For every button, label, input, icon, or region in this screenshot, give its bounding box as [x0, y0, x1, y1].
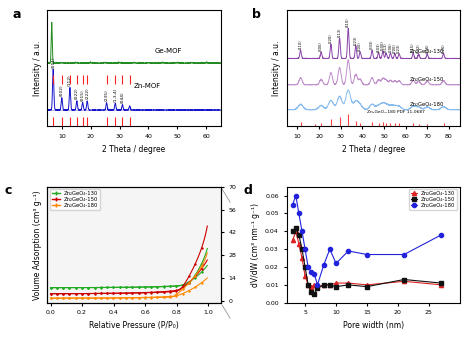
- Text: (044): (044): [120, 92, 125, 103]
- Zn₂GeO₄-180: [302, 247, 308, 251]
- Y-axis label: dV/dW (cm³ nm⁻¹ g⁻¹): dV/dW (cm³ nm⁻¹ g⁻¹): [251, 203, 260, 287]
- Zn₂GeO₄-130: [327, 283, 333, 287]
- Text: (513): (513): [384, 43, 388, 52]
- Text: (300): (300): [319, 41, 323, 51]
- Zn₂GeO₄-150: [333, 284, 339, 289]
- X-axis label: Pore width (nm): Pore width (nm): [343, 321, 404, 330]
- Zn₂GeO₄-130: [311, 283, 317, 287]
- Zn₂GeO₄-150: [302, 265, 308, 269]
- Text: Zn-MOF: Zn-MOF: [134, 83, 161, 89]
- X-axis label: 2 Theta / degree: 2 Theta / degree: [342, 144, 405, 153]
- Text: (011): (011): [51, 56, 55, 68]
- Zn₂GeO₄-130: [438, 283, 444, 287]
- Text: (1,3,4): (1,3,4): [113, 88, 117, 102]
- Zn₂GeO₄-130: [364, 283, 370, 287]
- Text: Zn₂GeO₄-180: Zn₂GeO₄-180: [410, 102, 444, 107]
- Zn₂GeO₄-180: [299, 229, 305, 233]
- Zn₂GeO₄-180: [364, 252, 370, 257]
- Zn₂GeO₄-130: [346, 281, 351, 285]
- Text: (110): (110): [299, 40, 302, 49]
- X-axis label: 2 Theta / degree: 2 Theta / degree: [102, 144, 165, 153]
- Y-axis label: Volume Adsorption (cm³ g⁻¹): Volume Adsorption (cm³ g⁻¹): [33, 190, 42, 300]
- Text: (206): (206): [389, 43, 392, 52]
- Text: Zn₂GeO₄-180 PDF 11-0687: Zn₂GeO₄-180 PDF 11-0687: [367, 110, 425, 115]
- Zn₂GeO₄-130: [296, 242, 302, 246]
- Zn₂GeO₄-180: [346, 249, 351, 253]
- Zn₂GeO₄-180: [327, 247, 333, 251]
- Text: c: c: [4, 184, 11, 197]
- Zn₂GeO₄-180: [311, 272, 317, 276]
- X-axis label: Relative Pressure (P/P₀): Relative Pressure (P/P₀): [89, 321, 179, 330]
- Y-axis label: Intensity / a.u.: Intensity / a.u.: [272, 41, 281, 96]
- Text: (113): (113): [337, 28, 342, 37]
- Zn₂GeO₄-150: [364, 284, 370, 289]
- Zn₂GeO₄-130: [321, 283, 327, 287]
- Text: (220): (220): [329, 34, 333, 43]
- Text: (235): (235): [105, 89, 109, 101]
- Zn₂GeO₄-180: [296, 212, 302, 216]
- Text: (403): (403): [376, 42, 381, 52]
- Zn₂GeO₄-180: [293, 194, 299, 198]
- Zn₂GeO₄-150: [438, 281, 444, 285]
- Zn₂GeO₄-150: [346, 283, 351, 287]
- Zn₂GeO₄-180: [315, 283, 320, 287]
- Text: (410): (410): [346, 18, 350, 28]
- Zn₂GeO₄-150: [293, 226, 299, 230]
- Zn₂GeO₄-150: [305, 283, 311, 287]
- Text: (715): (715): [411, 43, 415, 52]
- Text: (022): (022): [75, 88, 79, 99]
- Zn₂GeO₄-150: [327, 283, 333, 287]
- Zn₂GeO₄-150: [309, 290, 314, 294]
- Text: (700): (700): [393, 43, 397, 53]
- Zn₂GeO₄-180: [309, 270, 314, 275]
- Zn₂GeO₄-130: [309, 284, 314, 289]
- Zn₂GeO₄-180: [438, 233, 444, 237]
- Line: Zn₂GeO₄-130: Zn₂GeO₄-130: [291, 229, 443, 289]
- Zn₂GeO₄-180: [401, 252, 407, 257]
- Zn₂GeO₄-130: [290, 238, 296, 242]
- Zn₂GeO₄-130: [333, 281, 339, 285]
- Zn₂GeO₄-130: [299, 256, 305, 260]
- Zn₂GeO₄-130: [293, 229, 299, 233]
- Zn₂GeO₄-130: [315, 284, 320, 289]
- Zn₂GeO₄-150: [299, 247, 305, 251]
- Text: (002): (002): [60, 85, 64, 96]
- Legend: Zn₂GeO₄-130, Zn₂GeO₄-150, Zn₂GeO₄-180: Zn₂GeO₄-130, Zn₂GeO₄-150, Zn₂GeO₄-180: [409, 189, 457, 209]
- Text: Zn₂GeO₄-150: Zn₂GeO₄-150: [410, 77, 444, 82]
- Zn₂GeO₄-180: [321, 263, 327, 267]
- Y-axis label: Intensity / a.u.: Intensity / a.u.: [33, 41, 42, 96]
- Zn₂GeO₄-150: [315, 286, 320, 290]
- Text: Ge-MOF: Ge-MOF: [154, 48, 182, 54]
- Text: (015): (015): [81, 89, 85, 101]
- Text: (333): (333): [370, 40, 374, 49]
- Text: (532): (532): [417, 44, 420, 53]
- Text: (526): (526): [442, 43, 446, 53]
- Text: (223): (223): [354, 35, 358, 45]
- Line: Zn₂GeO₄-180: Zn₂GeO₄-180: [291, 194, 443, 287]
- Text: b: b: [252, 8, 261, 21]
- Zn₂GeO₄-150: [401, 278, 407, 282]
- Zn₂GeO₄-130: [302, 274, 308, 278]
- Text: (223): (223): [397, 43, 401, 53]
- Zn₂GeO₄-150: [296, 233, 302, 237]
- Text: d: d: [243, 184, 252, 197]
- Text: Zn₂GeO₄-130: Zn₂GeO₄-130: [410, 49, 444, 54]
- Text: (112): (112): [68, 74, 72, 86]
- Zn₂GeO₄-150: [290, 229, 296, 233]
- Text: (400): (400): [358, 41, 362, 51]
- Zn₂GeO₄-180: [290, 203, 296, 207]
- Zn₂GeO₄-130: [305, 283, 311, 287]
- Zn₂GeO₄-180: [305, 265, 311, 269]
- Zn₂GeO₄-130: [401, 279, 407, 283]
- Zn₂GeO₄-180: [333, 261, 339, 266]
- Text: (416): (416): [425, 44, 429, 53]
- Line: Zn₂GeO₄-150: Zn₂GeO₄-150: [291, 226, 443, 296]
- Text: a: a: [13, 8, 21, 21]
- Zn₂GeO₄-150: [311, 292, 317, 296]
- Zn₂GeO₄-150: [321, 283, 327, 287]
- Legend: Zn₂GeO₄-130, Zn₂GeO₄-150, Zn₂GeO₄-180: Zn₂GeO₄-130, Zn₂GeO₄-150, Zn₂GeO₄-180: [50, 189, 100, 209]
- Text: (600): (600): [381, 40, 385, 50]
- Text: (222): (222): [85, 88, 89, 99]
